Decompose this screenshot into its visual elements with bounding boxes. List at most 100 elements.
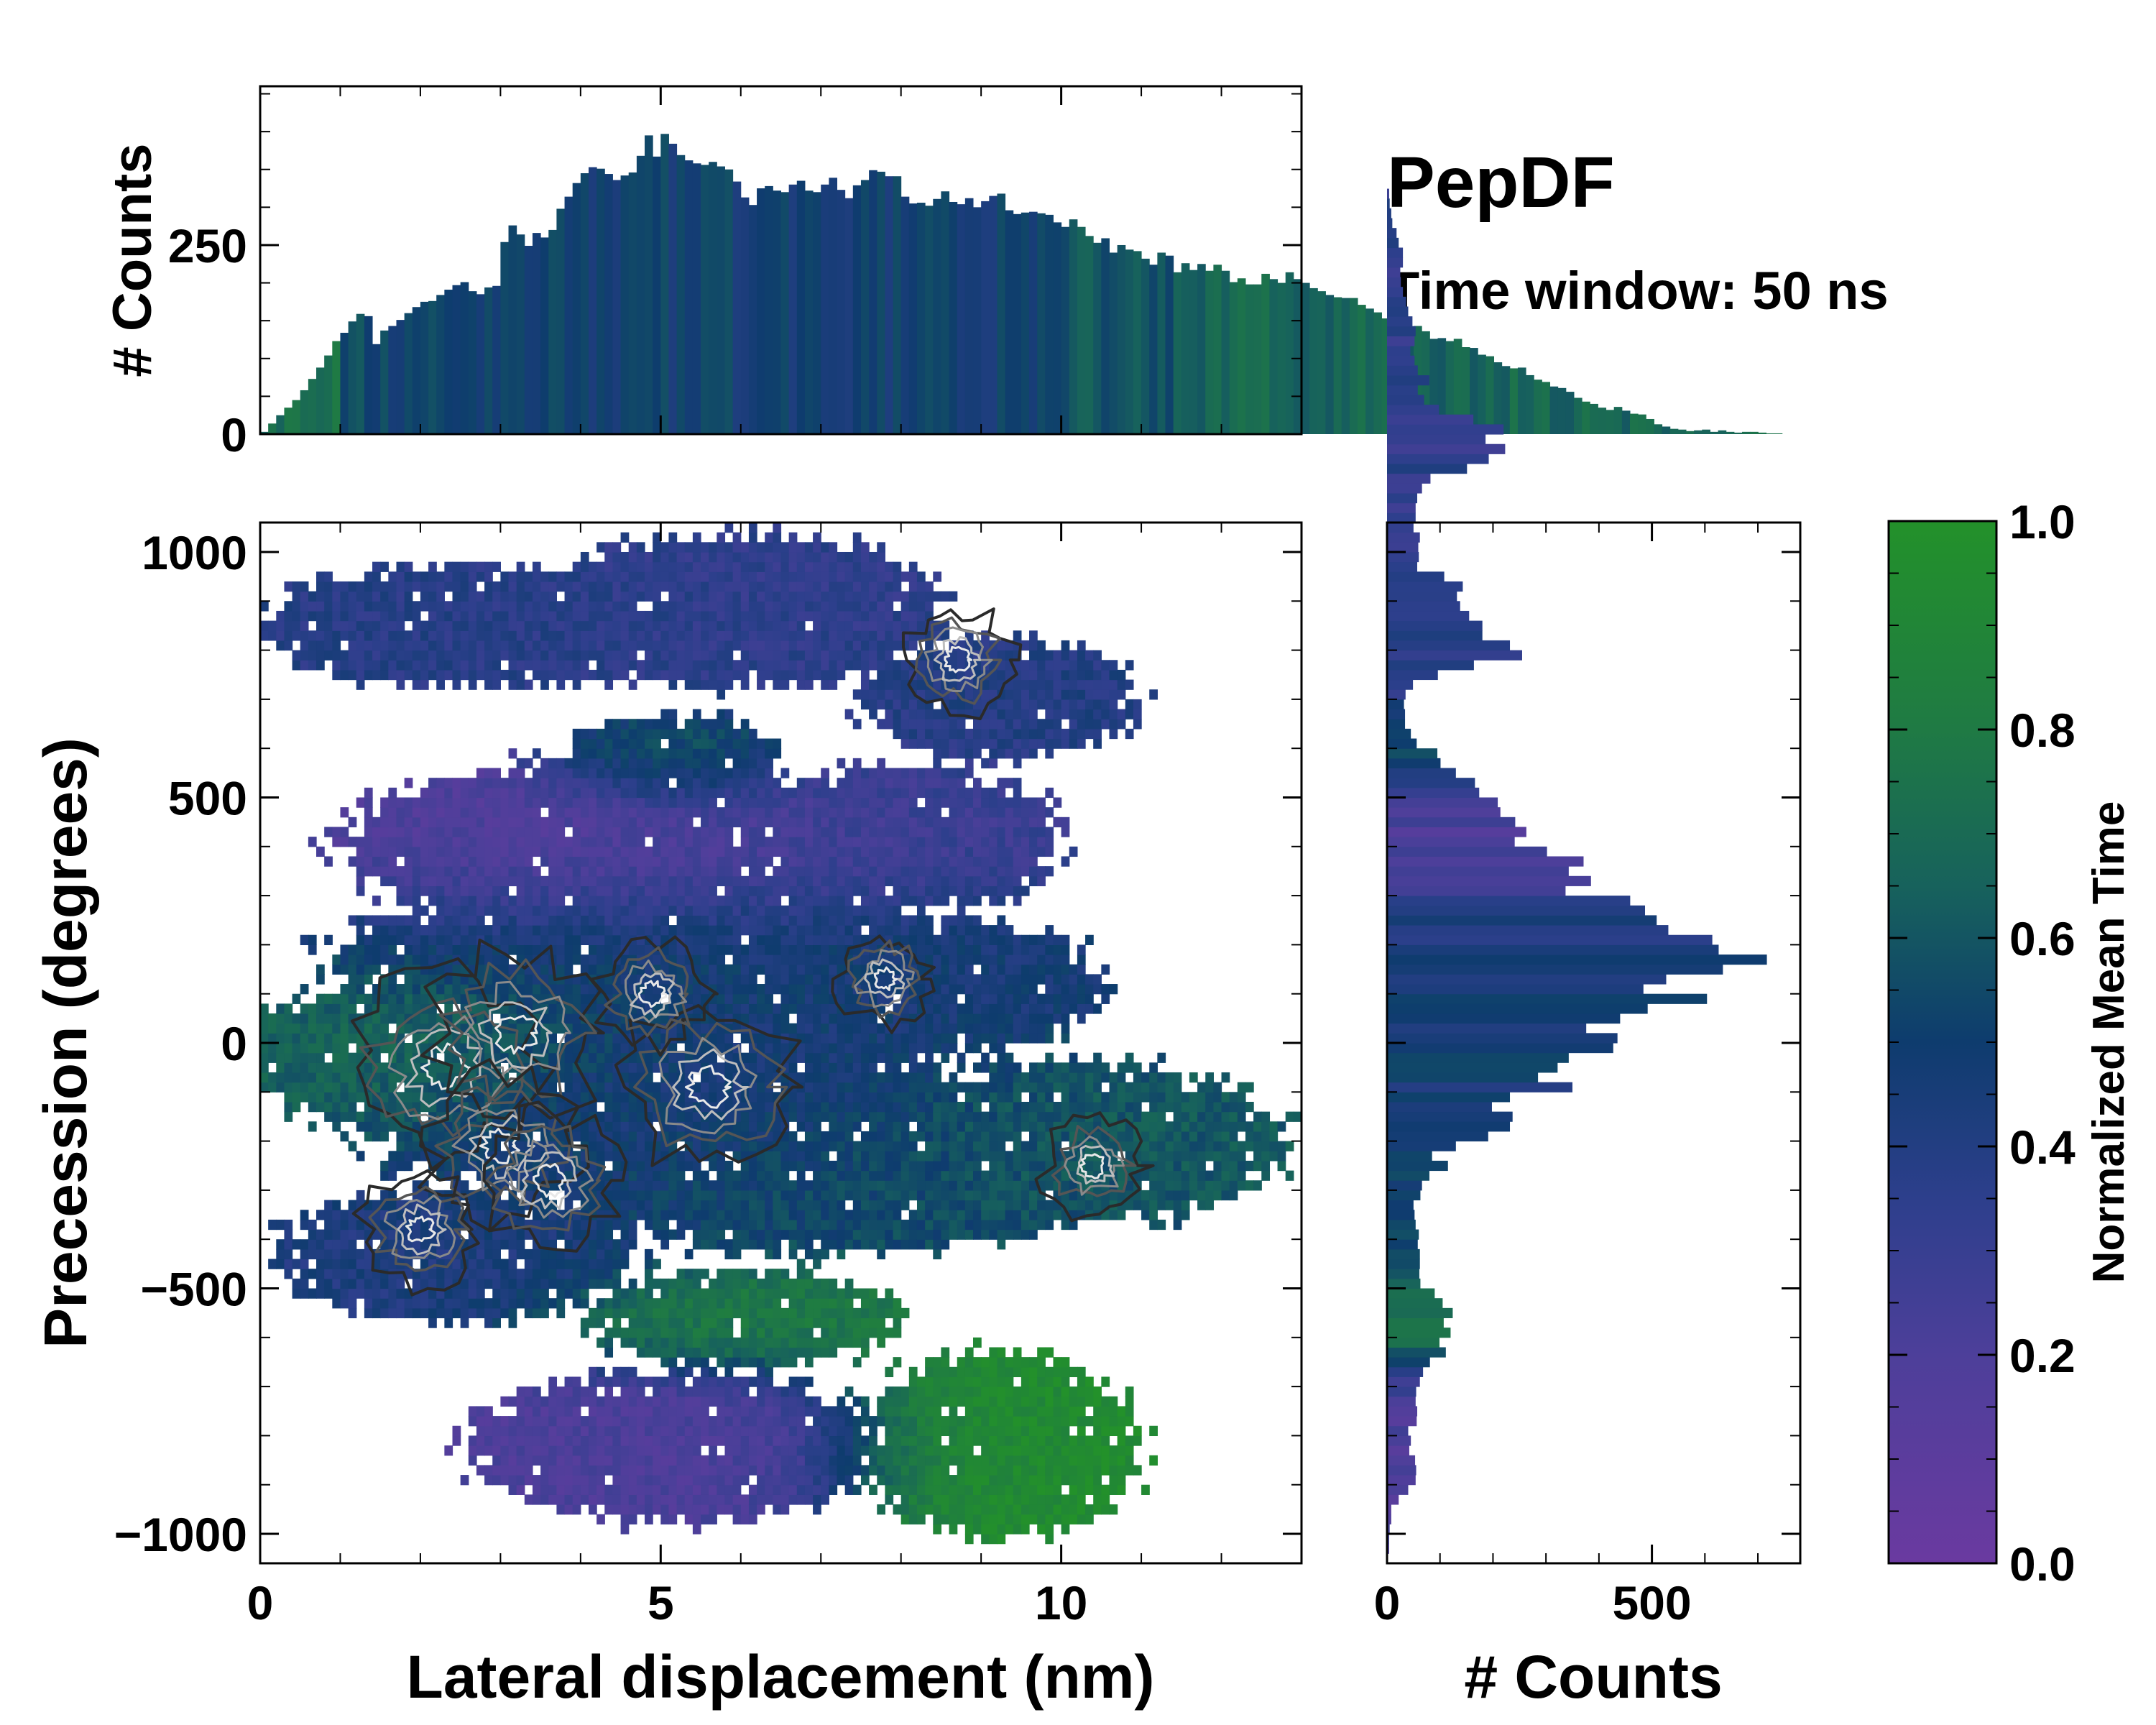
heatmap-cell <box>740 650 750 661</box>
heatmap-cell <box>612 748 622 759</box>
heatmap-cell <box>636 1465 645 1476</box>
heatmap-cell <box>428 1092 437 1103</box>
heatmap-cell <box>476 1278 485 1289</box>
heatmap-cell <box>380 640 389 651</box>
heatmap-cell <box>692 1416 701 1427</box>
heatmap-cell <box>404 1003 413 1014</box>
heatmap-cell <box>748 1219 757 1230</box>
heatmap-cell <box>645 748 653 759</box>
heatmap-cell <box>412 610 421 622</box>
heatmap-cell <box>701 1239 709 1250</box>
heatmap-cell <box>668 1307 678 1319</box>
heatmap-cell <box>596 1465 605 1476</box>
heatmap-cell <box>757 1151 765 1162</box>
heatmap-cell <box>620 610 630 622</box>
heatmap-cell <box>780 591 790 602</box>
heatmap-cell <box>588 797 597 808</box>
heatmap-cell <box>332 954 341 965</box>
heatmap-cell <box>380 984 389 995</box>
heatmap-cell <box>684 1210 694 1220</box>
heatmap-cell <box>596 1455 605 1466</box>
heatmap-cell <box>468 905 477 916</box>
heatmap-cell <box>636 1386 645 1397</box>
heatmap-cell <box>412 944 421 955</box>
heatmap-cell <box>788 561 798 572</box>
heatmap-cell <box>564 660 573 671</box>
heatmap-cell <box>396 875 405 887</box>
heatmap-cell <box>372 1131 381 1142</box>
heatmap-cell <box>476 1288 485 1299</box>
heatmap-cell <box>364 787 373 799</box>
heatmap-cell <box>316 571 325 582</box>
heatmap-cell <box>364 944 373 955</box>
heatmap-cell <box>765 1023 773 1034</box>
heatmap-cell <box>356 1062 365 1073</box>
heatmap-cell <box>668 630 678 641</box>
heatmap-cell <box>348 1298 357 1309</box>
heatmap-cell <box>765 1013 773 1024</box>
heatmap-cell <box>788 1141 798 1151</box>
heatmap-cell <box>324 1043 333 1054</box>
heatmap-cell <box>645 1435 653 1446</box>
heatmap-cell <box>564 1131 573 1142</box>
heatmap-cell <box>724 1455 734 1466</box>
heatmap-cell <box>765 1170 773 1181</box>
heatmap-cell <box>773 1484 782 1495</box>
heatmap-cell <box>709 1337 717 1348</box>
heatmap-cell <box>564 856 573 867</box>
heatmap-cell <box>684 601 694 612</box>
heatmap-cell <box>340 993 349 1004</box>
heatmap-cell <box>684 660 694 671</box>
heatmap-cell <box>676 856 686 867</box>
heatmap-cell <box>412 993 421 1004</box>
heatmap-cell <box>748 1229 757 1240</box>
heatmap-cell <box>612 1239 622 1250</box>
heatmap-cell <box>516 601 525 612</box>
heatmap-cell <box>740 875 750 887</box>
heatmap-cell <box>724 630 734 641</box>
heatmap-cell <box>468 1435 477 1446</box>
heatmap-cell <box>604 837 614 847</box>
heatmap-cell <box>500 669 510 681</box>
heatmap-cell <box>788 856 798 867</box>
heatmap-cell <box>292 993 301 1004</box>
heatmap-cell <box>540 1229 549 1240</box>
heatmap-cell <box>460 778 469 788</box>
heatmap-cell <box>620 1111 630 1122</box>
heatmap-cell <box>717 974 726 985</box>
heatmap-cell <box>316 601 325 612</box>
heatmap-cell <box>709 1141 717 1151</box>
heatmap-cell <box>412 1229 421 1240</box>
heatmap-cell <box>676 837 686 847</box>
heatmap-cell <box>765 816 773 828</box>
heatmap-cell <box>692 551 701 563</box>
heatmap-cell <box>340 1072 349 1083</box>
heatmap-cell <box>548 1200 558 1210</box>
heatmap-cell <box>532 1190 541 1201</box>
heatmap-cell <box>500 807 510 818</box>
heatmap-cell <box>548 1435 558 1446</box>
heatmap-cell <box>645 1180 653 1191</box>
heatmap-cell <box>620 1259 630 1269</box>
heatmap-cell <box>692 532 701 543</box>
heatmap-cell <box>645 846 653 857</box>
heatmap-cell <box>460 984 469 995</box>
heatmap-cell <box>668 964 678 975</box>
heatmap-cell <box>645 1259 653 1269</box>
heatmap-cell <box>645 1082 653 1092</box>
heatmap-cell <box>508 827 517 837</box>
heatmap-cell <box>660 816 670 828</box>
heatmap-cell <box>740 768 750 778</box>
top-histogram-bar <box>1606 410 1615 434</box>
heatmap-cell <box>660 1425 670 1437</box>
heatmap-cell <box>468 1298 477 1309</box>
heatmap-cell <box>780 1111 790 1122</box>
heatmap-cell <box>492 610 501 622</box>
heatmap-cell <box>765 640 773 651</box>
heatmap-cell <box>636 640 645 651</box>
heatmap-cell <box>348 1101 357 1113</box>
heatmap-cell <box>476 1248 485 1260</box>
top-histogram-bar <box>372 344 381 434</box>
heatmap-cell <box>628 827 637 837</box>
heatmap-cell <box>628 807 637 818</box>
